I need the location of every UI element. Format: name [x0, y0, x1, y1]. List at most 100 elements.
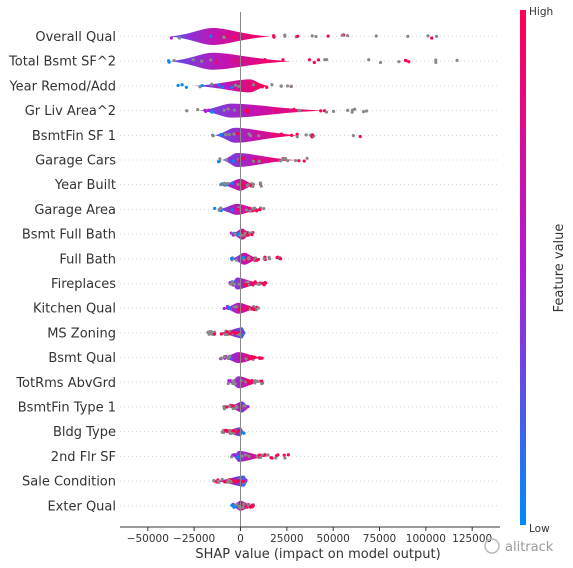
shap-point: [374, 34, 378, 38]
feature-rows: Overall Qual Total Bsmt SF^2 Year Remod/Ad…: [8, 28, 500, 514]
shap-point: [260, 381, 264, 386]
shap-point: [180, 83, 184, 87]
shap-point: [285, 84, 290, 88]
shap-point: [430, 36, 434, 40]
shap-point: [407, 60, 411, 64]
shap-point: [253, 280, 257, 284]
shap-point: [253, 379, 257, 383]
shap-point: [319, 109, 323, 113]
feature-row: Year Built: [54, 178, 500, 193]
shap-point: [290, 133, 294, 137]
shap-point: [213, 206, 217, 210]
shap-point: [283, 34, 287, 38]
shap-point: [234, 307, 238, 312]
shap-point: [283, 456, 287, 460]
shap-point: [223, 480, 227, 484]
shap-point: [176, 83, 180, 88]
shap-point: [232, 305, 236, 309]
shap-point: [241, 505, 245, 509]
feature-row: Bsmt Qual: [48, 351, 500, 366]
shap-point: [304, 133, 308, 137]
shap-point: [244, 478, 248, 482]
shap-point: [236, 455, 240, 459]
shap-point: [378, 60, 383, 65]
shap-point: [404, 59, 408, 63]
shap-point: [211, 134, 215, 138]
x-tick-label: −50000: [127, 533, 169, 545]
shap-point: [231, 159, 235, 163]
shap-point: [240, 454, 244, 458]
shap-point: [251, 504, 255, 508]
shap-point: [426, 34, 430, 38]
shap-point: [230, 181, 234, 185]
shap-point: [280, 132, 284, 137]
shap-point: [235, 305, 239, 309]
x-tick-label: 125000: [452, 533, 492, 545]
feature-label: Total Bsmt SF^2: [8, 55, 116, 70]
shap-point: [250, 232, 254, 237]
shap-point: [228, 156, 232, 160]
shap-point: [227, 305, 231, 309]
feature-row: Overall Qual: [35, 28, 500, 45]
shap-point: [243, 231, 247, 235]
shap-point: [307, 58, 312, 62]
shap-point: [259, 84, 263, 88]
shap-point: [225, 405, 229, 409]
feature-label: Garage Area: [34, 203, 116, 218]
shap-point: [279, 84, 283, 88]
shap-point: [219, 132, 223, 137]
shap-point: [236, 233, 240, 237]
shap-point: [261, 282, 265, 286]
shap-point: [295, 135, 299, 139]
shap-point: [250, 379, 254, 383]
violin-density: [194, 79, 269, 93]
shap-point: [246, 280, 250, 284]
feature-row: Kitchen Qual: [33, 302, 500, 317]
x-tick-label: 0: [237, 533, 244, 545]
shap-point: [269, 157, 273, 162]
shap-point: [227, 133, 231, 137]
shap-point: [234, 480, 238, 484]
shap-point: [232, 35, 236, 40]
shap-point: [235, 379, 239, 383]
shap-point: [231, 404, 235, 408]
shap-point: [216, 160, 221, 164]
shap-point: [340, 33, 344, 37]
shap-point: [232, 331, 237, 335]
feature-label: Full Bath: [59, 252, 116, 267]
feature-row: MS Zoning: [47, 326, 500, 341]
shap-point: [242, 502, 246, 506]
shap-point: [434, 58, 438, 62]
shap-point: [255, 208, 259, 213]
shap-point: [257, 134, 261, 138]
shap-point: [226, 381, 230, 386]
x-tick-label: 75000: [363, 533, 396, 545]
shap-point: [235, 431, 239, 435]
shap-point: [258, 455, 263, 460]
shap-point: [435, 34, 439, 38]
shap-point: [312, 60, 316, 65]
shap-point: [361, 110, 366, 114]
shap-point: [234, 258, 238, 262]
shap-point: [227, 480, 232, 484]
feature-label: 2nd Flr SF: [51, 450, 116, 465]
shap-point: [226, 181, 230, 186]
shap-point: [222, 405, 226, 409]
shap-point: [350, 108, 355, 112]
shap-point: [226, 107, 230, 111]
shap-point: [234, 59, 238, 63]
shap-point: [231, 307, 235, 312]
shap-point: [237, 308, 241, 312]
feature-label: Bsmt Full Bath: [22, 228, 116, 243]
shap-point: [237, 429, 241, 433]
shap-point: [351, 134, 355, 138]
shap-point: [191, 58, 195, 62]
shap-point: [258, 356, 262, 361]
feature-label: BsmtFin Type 1: [18, 401, 116, 416]
shap-point: [210, 110, 214, 114]
shap-point: [210, 82, 214, 86]
shap-point: [243, 407, 247, 411]
feature-row: Total Bsmt SF^2: [8, 52, 500, 70]
shap-point: [223, 428, 228, 432]
shap-point: [222, 35, 226, 39]
